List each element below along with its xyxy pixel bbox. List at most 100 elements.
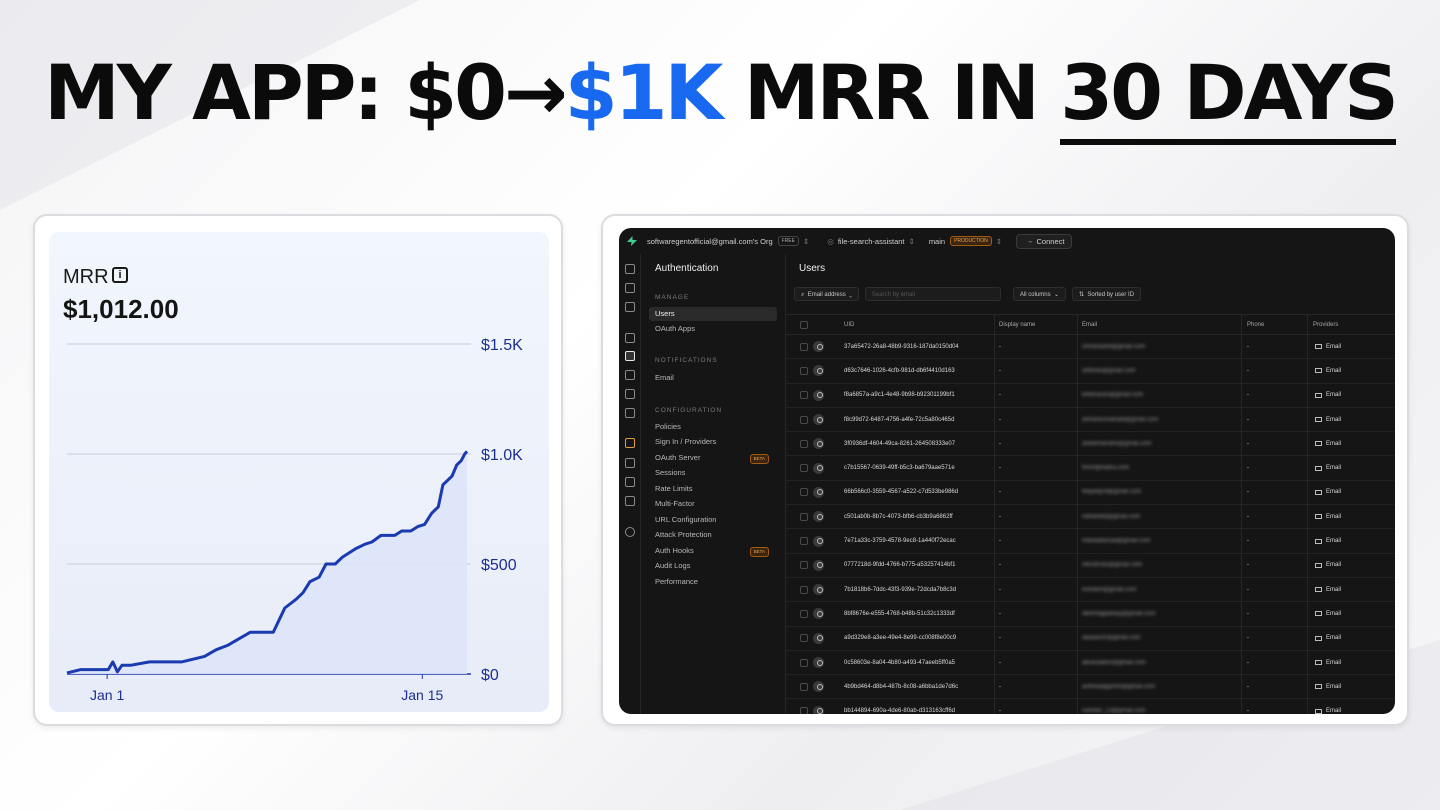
row-checkbox[interactable]	[800, 505, 808, 528]
observability-icon[interactable]	[625, 458, 635, 468]
sidebar-item-sessions[interactable]: Sessions	[655, 468, 686, 477]
row-checkbox[interactable]	[800, 651, 808, 674]
table-row[interactable]: 7b1818b6-7ddc-43f3-939e-72dcda7b8c3d - enl…	[786, 578, 1395, 603]
sidebar-item-multi-factor[interactable]: Multi-Factor	[655, 499, 695, 508]
cell-uid: c7b15567-0639-49ff-b5c3-ba679aae571e	[844, 465, 955, 472]
table-row[interactable]: 66b566c0-3559-4567-a522-c7d533be986d - fke…	[786, 481, 1395, 506]
project-selector[interactable]: ◎ file-search-assistant ⇕	[823, 237, 919, 246]
sidebar-item-email[interactable]: Email	[655, 373, 674, 382]
row-checkbox[interactable]	[800, 408, 808, 431]
row-checkbox[interactable]	[800, 456, 808, 479]
select-all-checkbox[interactable]	[800, 315, 808, 334]
table-row[interactable]: a9d329e8-a3ee-49e4-8e99-cc008f8e00c9 - aaa…	[786, 627, 1395, 651]
table-row[interactable]: bb144894-690a-4de6-80ab-d313163cff6d - nan…	[786, 699, 1395, 714]
cell-email: mkrahnan@gmail.com	[1082, 562, 1143, 569]
row-checkbox[interactable]	[800, 627, 808, 650]
column-header-display-name[interactable]: Display name	[999, 321, 1036, 328]
table-row[interactable]: 37a65472-26a8-48b9-9316-187da0150d04 - shi…	[786, 335, 1395, 360]
row-checkbox[interactable]	[800, 699, 808, 714]
sidebar-item-attack-protection[interactable]: Attack Protection	[655, 530, 712, 539]
search-input[interactable]: Search by email	[864, 287, 1001, 301]
sidebar-heading-notifications: NOTIFICATIONS	[655, 357, 718, 364]
sidebar-item-policies[interactable]: Policies	[655, 422, 681, 431]
org-plan-badge: FREE	[777, 236, 799, 246]
database-icon[interactable]	[625, 333, 635, 343]
info-icon[interactable]: i	[112, 267, 128, 283]
provider-label: Email	[1326, 392, 1342, 399]
mrr-chart: $0 $500 $1.0K $1.5K Jan 1 Jan 15	[66, 337, 523, 703]
table-row[interactable]: f8c99d72-6487-4756-a4fe-72c5a80c465d - doh…	[786, 408, 1395, 433]
column-header-providers[interactable]: Providers	[1313, 321, 1339, 328]
search-field-selector[interactable]: ⌕ Email address ⌄	[794, 287, 859, 301]
table-row[interactable]: 8bf8676e-e555-4768-b48b-51c32c1333df - alk…	[786, 602, 1395, 627]
columns-dropdown[interactable]: All columns ⌄	[1012, 287, 1066, 301]
row-checkbox[interactable]	[800, 359, 808, 382]
row-checkbox[interactable]	[800, 578, 808, 601]
sidebar-item-sign-in-providers[interactable]: Sign In / Providers	[655, 437, 717, 446]
sql-editor-icon[interactable]	[625, 302, 635, 312]
table-row[interactable]: 4b9bd464-d8b4-487b-8c08-a6bba1de7d6c - ant…	[786, 675, 1395, 700]
x-tick-label: Jan 1	[90, 687, 124, 703]
cell-email: anthoaaigamm@gmail.com	[1082, 683, 1156, 690]
connect-button[interactable]: ⌁ Connect	[1016, 233, 1073, 249]
table-row[interactable]: c7b15567-0639-49ff-b5c3-ba679aae571e - fhi…	[786, 456, 1395, 481]
table-row[interactable]: 0c58603e-8a04-4b80-a493-47aeeb5ff0a5 - abs…	[786, 651, 1395, 676]
row-checkbox[interactable]	[800, 481, 808, 504]
sidebar-item-rate-limits[interactable]: Rate Limits	[655, 484, 693, 493]
cell-email: shirankarte@gmail.com	[1082, 343, 1146, 350]
org-name: softwaregentofficial@gmail.com's Org	[647, 236, 773, 246]
row-checkbox[interactable]	[800, 432, 808, 455]
row-checkbox[interactable]	[800, 675, 808, 698]
table-row[interactable]: c501ab0b-8b7c-4073-bfb6-cb3b9a6862ff - nah…	[786, 505, 1395, 530]
row-checkbox[interactable]	[800, 384, 808, 407]
sort-dropdown[interactable]: ⇅ Sorted by user ID	[1071, 287, 1142, 301]
row-checkbox[interactable]	[800, 335, 808, 358]
integrations-icon[interactable]	[625, 496, 635, 506]
user-avatar-icon	[813, 627, 824, 650]
row-checkbox[interactable]	[800, 602, 808, 625]
advisors-icon[interactable]	[625, 438, 635, 448]
home-icon[interactable]	[625, 264, 635, 274]
table-row[interactable]: f8a6857a-a9c1-4e48-9b98-b92301199bf1 - kei…	[786, 384, 1395, 408]
cell-email: alkemagaaway@gmail.com	[1082, 610, 1156, 617]
cell-uid: a9d329e8-a3ee-49e4-8e99-cc008f8e00c9	[844, 635, 957, 642]
row-checkbox[interactable]	[800, 554, 808, 577]
sidebar-item-url-configuration[interactable]: URL Configuration	[655, 515, 717, 524]
sidebar-item-oauth-server[interactable]: OAuth Server BETA	[649, 451, 777, 465]
settings-icon[interactable]	[625, 527, 635, 537]
cell-uid: bb144894-690a-4de6-80ab-d313163cff6d	[844, 708, 955, 714]
column-header-uid[interactable]: UID	[844, 321, 855, 328]
sidebar-item-audit-logs[interactable]: Audit Logs	[655, 561, 691, 570]
storage-icon[interactable]	[625, 370, 635, 380]
logs-icon[interactable]	[625, 477, 635, 487]
provider-label: Email	[1326, 635, 1342, 642]
table-row[interactable]: 0777218d-9fdd-4766-b775-a53257414bf1 - mkr…	[786, 554, 1395, 578]
sidebar-item-performance[interactable]: Performance	[655, 577, 698, 586]
users-panel: Users ⌕ Email address ⌄ Search by email …	[786, 254, 1395, 714]
org-selector[interactable]: softwaregentofficial@gmail.com's Org FRE…	[647, 236, 813, 246]
edge-functions-icon[interactable]	[625, 408, 635, 418]
auth-icon[interactable]	[625, 351, 635, 361]
cell-display-name: -	[999, 367, 1001, 374]
user-avatar-icon	[813, 481, 824, 504]
sidebar-item-users[interactable]: Users	[649, 307, 777, 321]
column-divider	[994, 314, 995, 714]
sidebar-item-oauth-apps[interactable]: OAuth Apps	[655, 324, 696, 333]
mrr-series-line	[66, 450, 469, 675]
icon-rail	[619, 254, 641, 714]
table-body: 37a65472-26a8-48b9-9316-187da0150d04 - shi…	[786, 335, 1395, 714]
row-checkbox[interactable]	[800, 529, 808, 552]
sidebar-item-auth-hooks[interactable]: Auth Hooks BETA	[649, 544, 777, 558]
table-row[interactable]: 3f0936df-4604-49ca-8261-264508333e07 - ani…	[786, 432, 1395, 457]
table-row[interactable]: 7e71a33c-3759-4578-9ec8-1a440f72ecac - man…	[786, 529, 1395, 554]
cell-email: fkepekj04@gmail.com	[1082, 489, 1142, 496]
column-header-phone[interactable]: Phone	[1247, 321, 1265, 328]
realtime-icon[interactable]	[625, 389, 635, 399]
logo-icon[interactable]	[627, 236, 637, 246]
y-tick-label: $1.0K	[481, 447, 523, 464]
project-name: file-search-assistant	[837, 236, 905, 246]
column-header-email[interactable]: Email	[1082, 321, 1098, 328]
table-editor-icon[interactable]	[625, 283, 635, 293]
table-row[interactable]: d63c7646-1026-4cfb-981d-db6f4410d163 - art…	[786, 359, 1395, 384]
branch-selector[interactable]: main PRODUCTION ⇕	[929, 236, 1006, 246]
